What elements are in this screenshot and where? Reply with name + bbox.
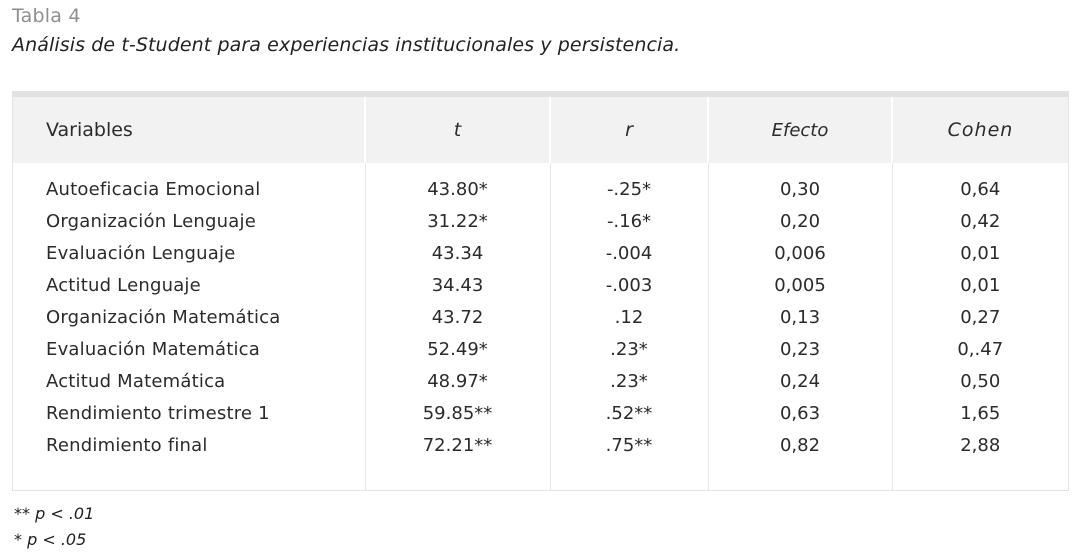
cell-cohen: 2,88	[891, 429, 1068, 461]
table-notes: ** p < .01 * p < .05	[14, 501, 94, 553]
table-row: Actitud Lenguaje 34.43 -.003 0,005 0,01	[13, 269, 1068, 301]
cell-variable: Organización Lenguaje	[46, 210, 256, 232]
cell-r: .23*	[549, 365, 708, 397]
cell-efecto: 0,82	[707, 429, 892, 461]
cell-t: 43.34	[364, 237, 550, 269]
cell-t: 52.49*	[364, 333, 550, 365]
results-table: Variables t r Efecto Cohen Autoeficacia …	[13, 97, 1068, 490]
note-significance-05: * p < .05	[14, 530, 87, 549]
header-r: r	[549, 97, 708, 163]
table-row: Organización Matemática 43.72 .12 0,13 0…	[13, 301, 1068, 333]
cell-efecto: 0,24	[707, 365, 892, 397]
header-t: t	[364, 97, 550, 163]
cell-efecto: 0,30	[707, 173, 892, 205]
cell-t: 48.97*	[364, 365, 550, 397]
cell-r: .23*	[549, 333, 708, 365]
cell-cohen: 0,01	[891, 237, 1068, 269]
cell-variable: Organización Matemática	[46, 306, 281, 328]
cell-r: -.003	[549, 269, 708, 301]
cell-r: .52**	[549, 397, 708, 429]
results-table-container: Variables t r Efecto Cohen Autoeficacia …	[12, 91, 1069, 491]
cell-efecto: 0,20	[707, 205, 892, 237]
header-variables: Variables	[46, 119, 133, 141]
cell-t: 43.80*	[364, 173, 550, 205]
cell-cohen: 0,.47	[891, 333, 1068, 365]
cell-variable: Rendimiento final	[46, 434, 208, 456]
table-header: Variables t r Efecto Cohen	[13, 97, 1068, 163]
cell-variable: Rendimiento trimestre 1	[46, 402, 270, 424]
cell-efecto: 0,13	[707, 301, 892, 333]
cell-cohen: 0,50	[891, 365, 1068, 397]
table-caption: Análisis de t-Student para experiencias …	[12, 34, 681, 56]
cell-variable: Actitud Lenguaje	[46, 274, 201, 296]
table-row: Autoeficacia Emocional 43.80* -.25* 0,30…	[13, 173, 1068, 205]
table-row: Rendimiento trimestre 1 59.85** .52** 0,…	[13, 397, 1068, 429]
table-row: Actitud Matemática 48.97* .23* 0,24 0,50	[13, 365, 1068, 397]
cell-variable: Autoeficacia Emocional	[46, 178, 261, 200]
cell-r: .75**	[549, 429, 708, 461]
spacer-row	[13, 461, 1068, 490]
table-row: Evaluación Matemática 52.49* .23* 0,23 0…	[13, 333, 1068, 365]
spacer-row	[13, 163, 1068, 173]
cell-efecto: 0,006	[707, 237, 892, 269]
cell-efecto: 0,23	[707, 333, 892, 365]
cell-efecto: 0,63	[707, 397, 892, 429]
cell-cohen: 0,64	[891, 173, 1068, 205]
cell-t: 72.21**	[364, 429, 550, 461]
cell-cohen: 1,65	[891, 397, 1068, 429]
header-row: Variables t r Efecto Cohen	[13, 97, 1068, 163]
cell-t: 31.22*	[364, 205, 550, 237]
cell-t: 59.85**	[364, 397, 550, 429]
cell-efecto: 0,005	[707, 269, 892, 301]
table-row: Evaluación Lenguaje 43.34 -.004 0,006 0,…	[13, 237, 1068, 269]
cell-variable: Evaluación Lenguaje	[46, 242, 236, 264]
cell-cohen: 0,27	[891, 301, 1068, 333]
cell-t: 43.72	[364, 301, 550, 333]
table-row: Rendimiento final 72.21** .75** 0,82 2,8…	[13, 429, 1068, 461]
cell-r: .12	[549, 301, 708, 333]
cell-r: -.004	[549, 237, 708, 269]
cell-t: 34.43	[364, 269, 550, 301]
cell-cohen: 0,42	[891, 205, 1068, 237]
note-significance-01: ** p < .01	[14, 504, 95, 523]
cell-r: -.16*	[549, 205, 708, 237]
table-body: Autoeficacia Emocional 43.80* -.25* 0,30…	[13, 163, 1068, 490]
table-label: Tabla 4	[12, 5, 81, 27]
header-efecto: Efecto	[707, 97, 892, 163]
cell-r: -.25*	[549, 173, 708, 205]
header-cohen: Cohen	[891, 97, 1068, 163]
cell-cohen: 0,01	[891, 269, 1068, 301]
cell-variable: Evaluación Matemática	[46, 338, 260, 360]
table-row: Organización Lenguaje 31.22* -.16* 0,20 …	[13, 205, 1068, 237]
cell-variable: Actitud Matemática	[46, 370, 226, 392]
